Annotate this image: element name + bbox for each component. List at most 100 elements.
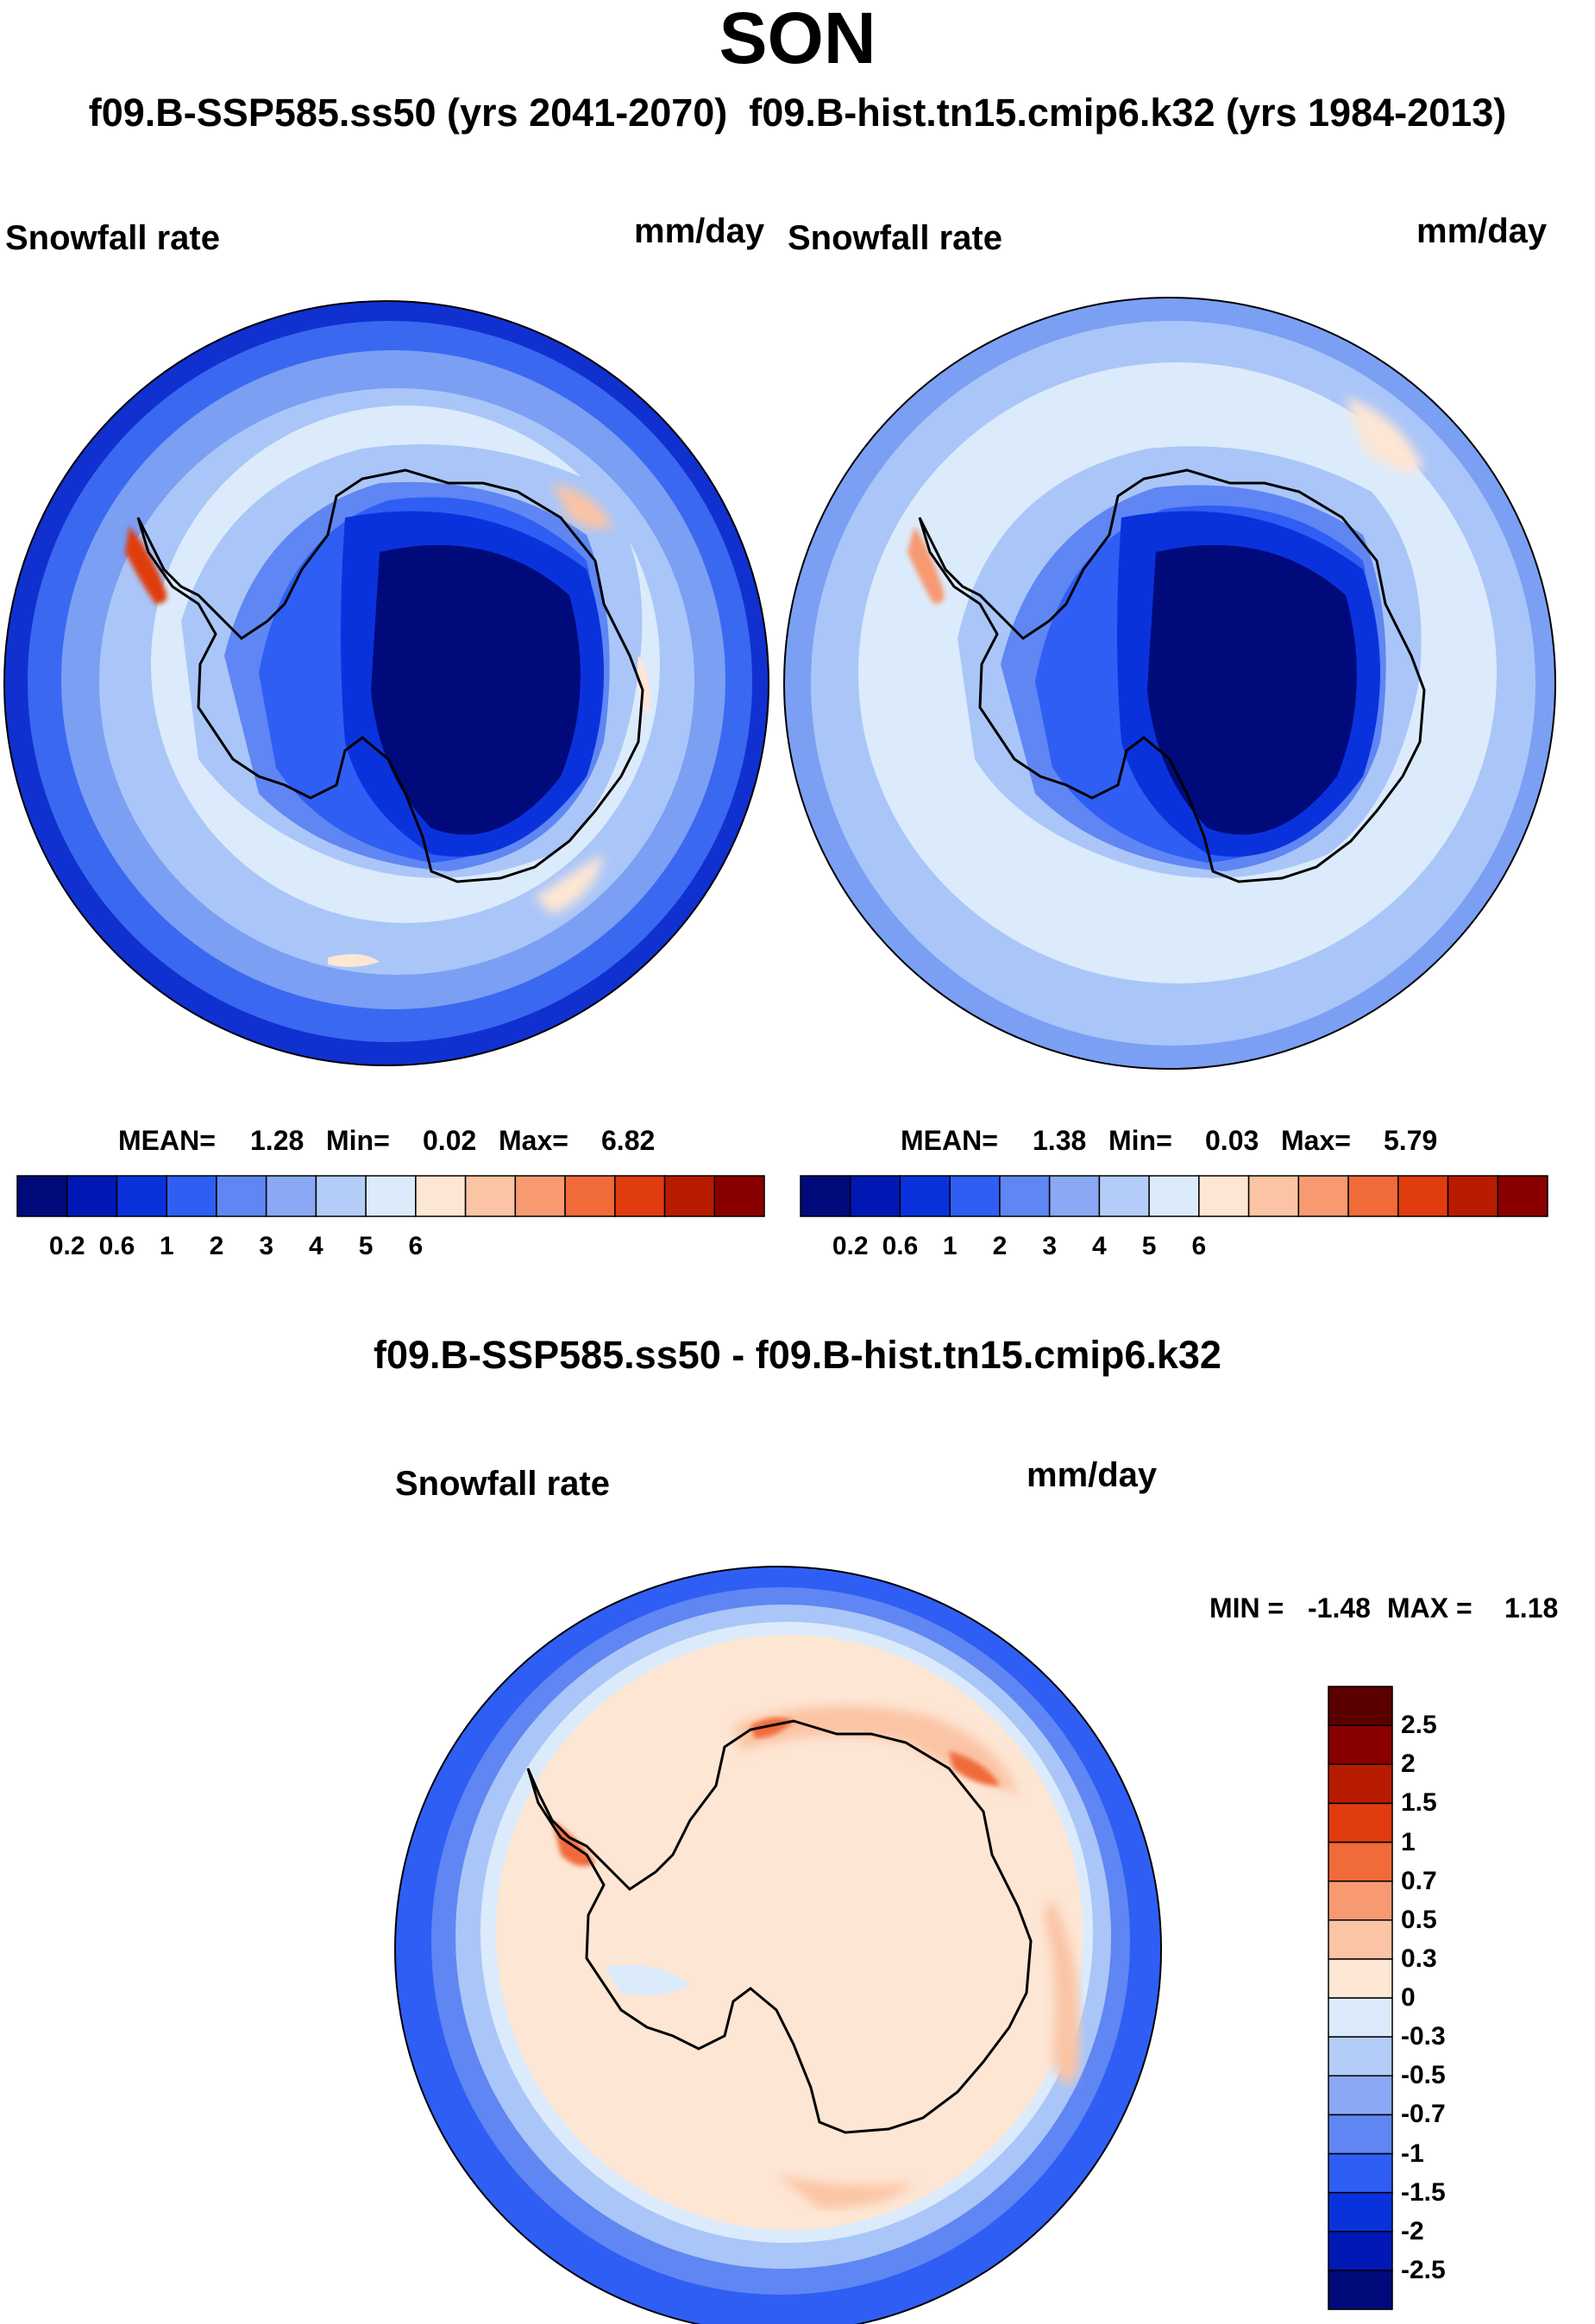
diff-colorbar-tick-label: 1 xyxy=(1401,1827,1416,1856)
diff-colorbar-tick-label: 0.7 xyxy=(1401,1866,1437,1895)
diff-colorbar-box-7 xyxy=(1328,1997,1393,2038)
diff-colorbar-box-6 xyxy=(1328,2036,1393,2076)
map1-warm-patch-2 xyxy=(535,854,604,914)
panel2-mean-value: 1.38 xyxy=(1033,1125,1087,1156)
panel2-colorbar-box-8 xyxy=(1198,1175,1250,1217)
map3-border xyxy=(394,1566,1162,2324)
panel2-colorbar-tick-label: 5 xyxy=(1141,1232,1157,1260)
panel2-colorbar-box-4 xyxy=(999,1175,1051,1217)
diff-colorbar-box-5 xyxy=(1328,2075,1393,2116)
panel1-colorbar-tick-label: 5 xyxy=(358,1232,374,1260)
panel1-colorbar-tick-label: 1 xyxy=(159,1232,174,1260)
map2-border xyxy=(783,297,1556,1070)
panel2-colorbar-tick-label: 0.2 xyxy=(832,1232,869,1260)
diff-colorbar-box-8 xyxy=(1328,1958,1393,1999)
map1-peninsula-max xyxy=(125,526,167,604)
panel2-colorbar-box-5 xyxy=(1048,1175,1101,1217)
panel2-max-value: 5.79 xyxy=(1384,1125,1438,1156)
panel2-colorbar-tick-label: 6 xyxy=(1191,1232,1207,1260)
panel2-map xyxy=(784,298,1555,1069)
map1-warm-patch-3 xyxy=(328,954,380,967)
panel1-min-label: Min= xyxy=(326,1125,390,1156)
diff-units-label: mm/day xyxy=(1027,1456,1158,1494)
panel2-colorbar-tick-label: 4 xyxy=(1092,1232,1107,1260)
panel1-colorbar-box-1 xyxy=(66,1175,118,1217)
panel2-colorbar-box-6 xyxy=(1098,1175,1150,1217)
map3-warm-max-2 xyxy=(949,1751,1001,1786)
map1-antarctica-coastline xyxy=(136,468,644,883)
panel1-colorbar-box-4 xyxy=(216,1175,267,1217)
panel1-colorbar-box-3 xyxy=(166,1175,217,1217)
panel1-colorbar-box-14 xyxy=(713,1175,765,1217)
map3-positive-region xyxy=(496,1635,1083,2230)
diff-colorbar-box-11 xyxy=(1328,1841,1393,1882)
diff-max-label: MAX = xyxy=(1387,1592,1473,1624)
panel2-colorbar-box-10 xyxy=(1297,1175,1349,1217)
diff-colorbar-tick-label: -1 xyxy=(1401,2139,1424,2168)
panel1-colorbar-box-5 xyxy=(265,1175,317,1217)
panel2-colorbar-box-1 xyxy=(849,1175,901,1217)
map1-interior xyxy=(371,544,581,835)
panel1-colorbar-box-12 xyxy=(614,1175,666,1217)
figure-subtitle: f09.B-SSP585.ss50 (yrs 2041-2070) f09.B-… xyxy=(88,91,1507,135)
figure-title: SON xyxy=(719,0,876,79)
map1-border xyxy=(3,300,769,1066)
panel1-colorbar-box-13 xyxy=(663,1175,716,1217)
map3-negative-patch xyxy=(604,1964,690,1996)
diff-colorbar-box-3 xyxy=(1328,2152,1393,2194)
diff-max-value: 1.18 xyxy=(1504,1592,1559,1624)
panel1-colorbar-box-8 xyxy=(415,1175,467,1217)
map3-warm-band-1 xyxy=(733,1705,1018,1794)
map2-peninsula-max xyxy=(907,526,945,604)
diff-colorbar-tick-label: 0 xyxy=(1401,1983,1416,2012)
panel2-units-label: mm/day xyxy=(1416,212,1548,250)
diff-min-value: -1.48 xyxy=(1308,1592,1371,1624)
diff-variable-label: Snowfall rate xyxy=(395,1465,610,1503)
diff-colorbar-tick-label: 1.5 xyxy=(1401,1788,1437,1818)
diff-colorbar-tick-label: 0.5 xyxy=(1401,1905,1437,1934)
panel2-colorbar-box-2 xyxy=(899,1175,951,1217)
panel2-min-label: Min= xyxy=(1108,1125,1172,1156)
panel1-colorbar-box-0 xyxy=(16,1175,68,1217)
panel2-colorbar-tick-label: 1 xyxy=(942,1232,958,1260)
panel2-colorbar-box-13 xyxy=(1447,1175,1499,1217)
panel2-colorbar-box-9 xyxy=(1247,1175,1300,1217)
panel2-colorbar-box-3 xyxy=(949,1175,1001,1217)
difference-title: f09.B-SSP585.ss50 - f09.B-hist.tn15.cmip… xyxy=(374,1333,1221,1377)
map2-antarctica-coastline xyxy=(918,468,1426,883)
panel1-max-label: Max= xyxy=(499,1125,568,1156)
map3-warm-band-3 xyxy=(776,2174,914,2208)
panel1-colorbar-box-10 xyxy=(514,1175,566,1217)
panel1-colorbar-box-7 xyxy=(365,1175,417,1217)
panel1-colorbar-box-9 xyxy=(464,1175,517,1217)
diff-colorbar-box-14 xyxy=(1328,1724,1393,1765)
diff-colorbar-tick-label: -2.5 xyxy=(1401,2255,1446,2284)
panel2-colorbar-box-0 xyxy=(800,1175,851,1217)
diff-colorbar-box-1 xyxy=(1328,2231,1393,2271)
panel2-colorbar-tick-label: 0.6 xyxy=(882,1232,919,1260)
diff-colorbar-box-15 xyxy=(1328,1686,1393,1726)
panel1-colorbar-tick-label: 0.6 xyxy=(98,1232,135,1260)
map2-warm-patch-1 xyxy=(1346,397,1423,472)
map2-interior xyxy=(1147,544,1357,835)
panel2-colorbar xyxy=(800,1175,1548,1217)
diff-colorbar-box-12 xyxy=(1328,1802,1393,1843)
diff-colorbar-tick-label: -0.3 xyxy=(1401,2022,1446,2051)
panel2-max-label: Max= xyxy=(1281,1125,1351,1156)
panel1-map xyxy=(4,301,769,1065)
map3-antarctica-coastline xyxy=(526,1719,1033,2134)
panel1-colorbar-box-6 xyxy=(315,1175,367,1217)
diff-colorbar-box-13 xyxy=(1328,1763,1393,1805)
diff-colorbar-tick-label: 2 xyxy=(1401,1749,1416,1779)
panel1-colorbar-tick-label: 2 xyxy=(209,1232,224,1260)
diff-colorbar-tick-label: -2 xyxy=(1401,2216,1424,2245)
panel1-colorbar-tick-label: 0.2 xyxy=(48,1232,85,1260)
panel1-colorbar xyxy=(16,1175,765,1217)
diff-colorbar-tick-label: -0.7 xyxy=(1401,2100,1446,2129)
diff-colorbar-tick-label: 0.3 xyxy=(1401,1944,1437,1973)
panel1-colorbar-box-2 xyxy=(116,1175,167,1217)
diff-colorbar-tick-label: 2.5 xyxy=(1401,1711,1437,1740)
panel1-variable-label: Snowfall rate xyxy=(5,219,220,257)
diff-colorbar-box-0 xyxy=(1328,2270,1393,2310)
